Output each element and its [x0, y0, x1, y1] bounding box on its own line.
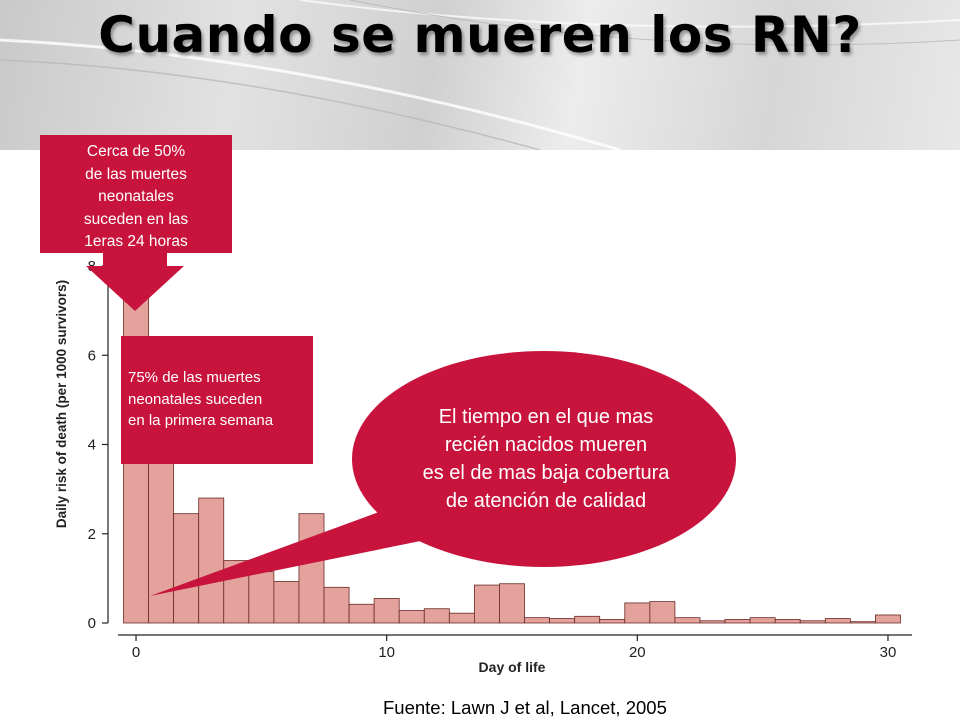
callout-bubble	[352, 351, 736, 567]
bar-day-29	[849, 621, 876, 624]
bar-day-17	[549, 618, 576, 624]
bar-day-27	[799, 620, 826, 624]
bar-day-20	[624, 602, 651, 624]
first-day-note-line: neonatales	[98, 188, 174, 205]
callout-line: de atención de calidad	[445, 490, 647, 512]
bar-day-23	[699, 620, 726, 624]
bar-day-30	[875, 614, 901, 624]
bar-day-21	[649, 601, 676, 624]
first-day-note-line: 1eras 24 horas	[84, 233, 188, 250]
x-tick-label: 0	[132, 644, 140, 661]
slide-title: Cuando se mueren los RN?	[98, 6, 862, 64]
bar-day-10	[373, 598, 400, 624]
x-tick-label: 30	[880, 644, 897, 661]
bar-day-7	[298, 513, 325, 624]
bar-day-11	[398, 610, 425, 624]
bar-day-12	[423, 608, 450, 624]
bar-day-1	[148, 444, 175, 624]
first-day-note-line: suceden en las	[83, 210, 189, 228]
bar-day-13	[448, 612, 475, 624]
source-citation: Fuente: Lawn J et al, Lancet, 2005	[383, 697, 667, 718]
header-decoration	[0, 0, 960, 150]
chart-overlay	[86, 253, 736, 596]
bar-day-14	[474, 584, 500, 624]
first-week-note-line: 75% de las muertes	[128, 369, 261, 386]
first-week-note-line: neonatales suceden	[128, 390, 263, 408]
y-tick-label: 2	[88, 526, 96, 543]
bar-day-22	[674, 617, 701, 624]
bar-day-28	[824, 618, 851, 624]
bar-day-9	[348, 603, 375, 624]
bar-day-25	[749, 617, 776, 624]
first-day-note-line: de las muertes	[85, 165, 187, 183]
bar-day-18	[574, 615, 601, 624]
bar-day-24	[724, 619, 751, 624]
bar-day-26	[774, 619, 801, 624]
y-tick-label: 0	[88, 615, 96, 632]
y-tick-label: 4	[88, 437, 96, 454]
x-axis-label: Day of life	[479, 659, 546, 675]
bar-day-15	[499, 583, 525, 624]
callout-line: El tiempo en el que mas	[438, 406, 654, 428]
callout-line: es el de mas baja cobertura	[422, 462, 670, 484]
down-arrow-icon	[86, 253, 184, 311]
x-tick-label: 10	[378, 644, 395, 661]
y-tick-label: 6	[88, 347, 96, 364]
bar-day-2	[173, 513, 200, 624]
first-day-note-line: Cerca de 50%	[86, 143, 186, 160]
callout-tail	[150, 508, 450, 596]
first-week-note-line: en la primera semana	[128, 412, 274, 429]
bar-day-19	[599, 619, 626, 624]
y-axis-label: Daily risk of death (per 1000 survivors)	[54, 280, 69, 528]
header-band	[0, 0, 960, 150]
first-day-note: Cerca de 50% de las muertes neonatales s…	[40, 135, 232, 253]
callout-text: El tiempo en el que mas recién nacidos m…	[368, 403, 724, 515]
bar-day-5	[248, 571, 275, 624]
bar-day-8	[323, 586, 350, 624]
bar-day-16	[524, 617, 550, 624]
bar-day-6	[273, 581, 300, 624]
x-tick-label: 20	[629, 644, 646, 661]
bar-day-3	[198, 497, 225, 624]
first-week-note: 75% de las muertes neonatales suceden en…	[121, 336, 313, 464]
callout-line: recién nacidos mueren	[444, 434, 648, 456]
